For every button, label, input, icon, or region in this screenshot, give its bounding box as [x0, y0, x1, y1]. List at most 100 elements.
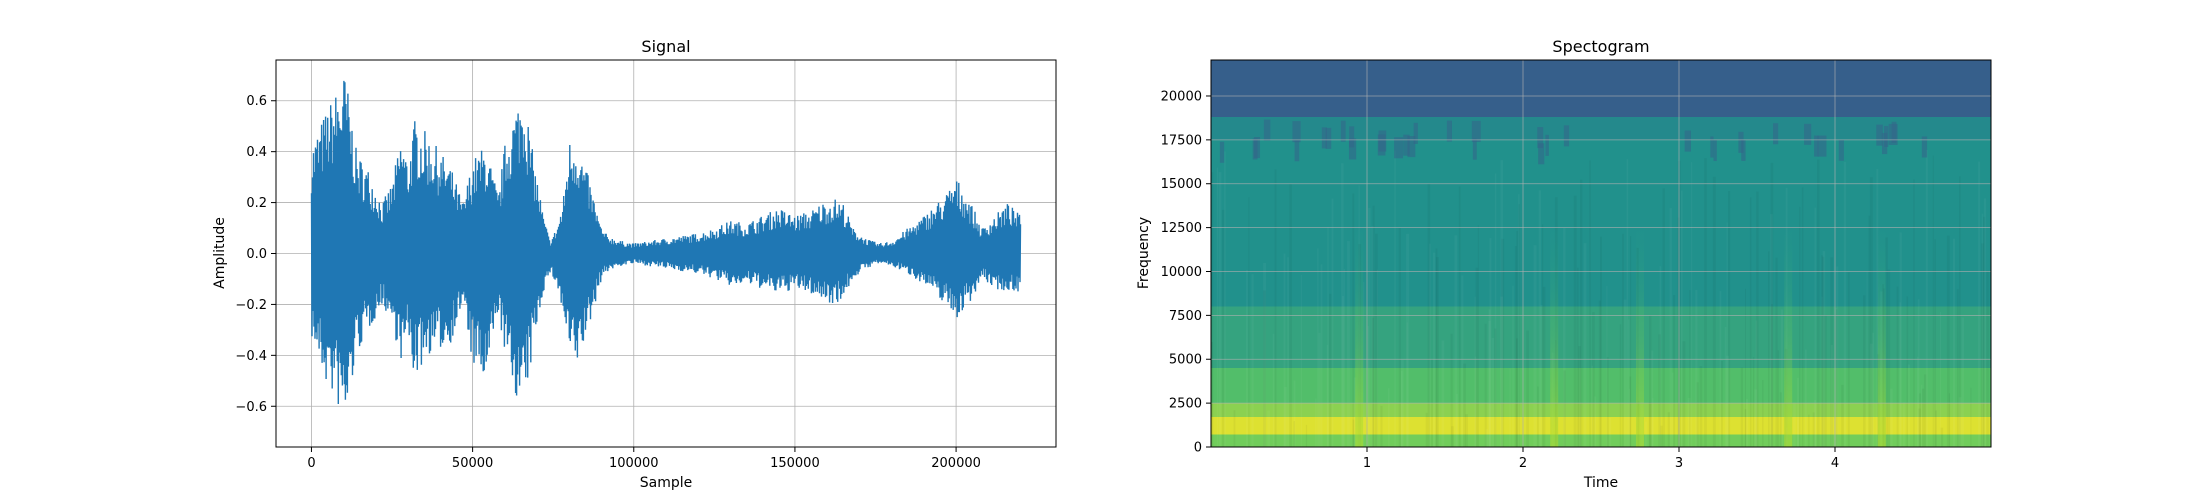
spectrogram-texture: [1876, 168, 1879, 447]
spectrogram-texture: [1629, 236, 1632, 447]
spectrogram-texture: [1372, 317, 1374, 447]
spectrogram-texture: [1749, 197, 1752, 447]
spectrogram-texture: [1363, 282, 1365, 447]
spectrogram-texture: [1406, 322, 1408, 447]
spectrogram-y-tick-label: 17500: [1161, 133, 1202, 148]
spectrogram-x-tick-label: 1: [1363, 456, 1371, 471]
spectrogram-texture: [1869, 177, 1873, 447]
spectrogram-x-tick-label: 4: [1831, 456, 1839, 471]
spectrogram-texture: [1591, 365, 1593, 447]
spectrogram-texture: [1648, 315, 1652, 447]
spectrogram-texture: [1780, 309, 1783, 447]
spectrogram-texture: [1577, 346, 1581, 447]
spectrogram-texture: [1935, 410, 1937, 447]
spectrogram-texture: [1770, 214, 1773, 447]
spectrogram-texture: [1594, 396, 1597, 447]
spectrogram-y-tick-label: 10000: [1161, 265, 1202, 280]
spectrogram-texture: [1380, 405, 1383, 447]
spectrogram-texture: [1651, 350, 1654, 447]
spectrogram-texture: [1251, 274, 1254, 447]
spectrogram-notch: [1876, 124, 1883, 146]
spectrogram-texture: [1959, 176, 1961, 447]
spectrogram-streak-3: [1784, 227, 1793, 447]
spectrogram-texture: [1450, 333, 1453, 447]
spectrogram-texture: [1454, 235, 1458, 447]
spectrogram-texture: [1263, 262, 1267, 447]
spectrogram-texture: [1622, 233, 1624, 447]
spectrogram-texture: [1589, 160, 1591, 447]
spectrogram-texture: [1689, 290, 1691, 447]
spectrogram-texture: [1474, 356, 1477, 447]
spectrogram-texture: [1267, 410, 1271, 447]
spectrogram-axes-frame: [1210, 59, 1992, 448]
spectrogram-texture: [1775, 257, 1778, 447]
spectrogram-texture: [1704, 158, 1707, 447]
spectrogram-x-ticks: 1 2 3 4: [1363, 447, 1839, 471]
spectrogram-texture: [1821, 255, 1823, 447]
spectrogram-texture: [1287, 257, 1289, 447]
signal-x-axis-label: Sample: [640, 475, 693, 491]
spectrogram-notch: [1921, 136, 1928, 158]
spectrogram-chart: 1 2 3 4 0 2500 5000 7500 10000 12500 15000 17500 20…: [1136, 37, 1992, 491]
spectrogram-y-ticks: 0 2500 5000 7500 10000 12500 15000 17500 20000: [1161, 89, 1211, 456]
spectrogram-texture: [1211, 420, 1213, 447]
spectrogram-texture: [1793, 402, 1796, 447]
spectrogram-texture: [1899, 232, 1902, 447]
spectrogram-texture: [1981, 243, 1984, 447]
spectrogram-texture: [1216, 167, 1219, 447]
spectrogram-texture: [1563, 227, 1566, 447]
spectrogram-texture: [1494, 173, 1497, 447]
spectrogram-texture: [1744, 409, 1747, 447]
spectrogram-texture: [1598, 300, 1602, 447]
spectrogram-notch: [1446, 120, 1452, 142]
spectrogram-texture: [1872, 332, 1874, 447]
spectrogram-texture: [1305, 424, 1308, 447]
signal-y-tick-label: −0.2: [235, 298, 267, 313]
spectrogram-texture: [1388, 388, 1390, 447]
spectrogram-texture: [1720, 360, 1723, 447]
spectrogram-notch: [1349, 126, 1355, 148]
spectrogram-texture: [1592, 312, 1595, 447]
spectrogram-texture: [1899, 302, 1901, 447]
spectrogram-texture: [1509, 368, 1511, 447]
spectrogram-texture: [1814, 400, 1816, 447]
spectrogram-texture: [1797, 377, 1800, 447]
spectrogram-texture: [1808, 414, 1810, 447]
spectrogram-texture: [1374, 233, 1378, 447]
spectrogram-texture: [1331, 198, 1334, 447]
signal-series-line: [310, 80, 1022, 405]
spectrogram-notch: [1377, 134, 1386, 156]
signal-y-tick-label: 0.0: [246, 247, 267, 262]
signal-y-tick-label: −0.4: [235, 349, 267, 364]
spectrogram-texture: [1515, 338, 1518, 447]
spectrogram-texture: [1907, 364, 1910, 447]
spectrogram-texture: [1921, 384, 1923, 447]
spectrogram-y-tick-label: 7500: [1169, 309, 1202, 324]
spectrogram-texture: [1272, 333, 1275, 447]
spectrogram-y-tick-label: 5000: [1169, 353, 1202, 368]
spectrogram-texture: [1623, 299, 1627, 447]
spectrogram-texture: [1925, 149, 1928, 447]
spectrogram-notch: [1321, 127, 1327, 149]
spectrogram-texture: [1762, 379, 1764, 447]
spectrogram-texture: [1538, 190, 1542, 447]
spectrogram-notch: [1413, 122, 1418, 144]
spectrogram-texture: [1401, 370, 1403, 447]
spectrogram-texture: [1368, 207, 1371, 447]
spectrogram-texture: [1500, 160, 1504, 447]
spectrogram-texture: [1465, 414, 1468, 447]
spectrogram-texture: [1456, 393, 1458, 447]
spectrogram-texture: [1687, 398, 1691, 447]
spectrogram-texture: [1628, 319, 1630, 447]
spectrogram-texture: [1293, 421, 1295, 447]
spectrogram-notch: [1741, 139, 1746, 161]
spectrogram-texture: [1284, 387, 1287, 447]
spectrogram-texture: [1804, 349, 1807, 447]
spectrogram-texture: [1516, 230, 1519, 447]
spectrogram-texture: [1347, 241, 1350, 447]
spectrogram-texture: [1662, 188, 1665, 447]
spectrogram-texture: [1563, 370, 1566, 447]
spectrogram-texture: [1724, 327, 1727, 447]
spectrogram-texture: [1660, 425, 1663, 447]
spectrogram-texture: [1835, 307, 1837, 447]
